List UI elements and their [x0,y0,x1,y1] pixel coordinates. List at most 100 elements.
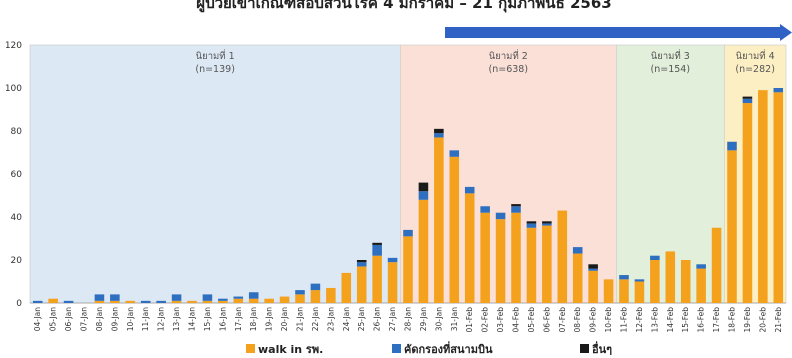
bar-walkin-01-Feb [464,193,475,303]
x-tick-label: 31-Jan [450,307,459,331]
x-tick-label: 14-Jan [188,307,197,331]
bar-walkin-14-Feb [665,251,676,303]
legend-label-screening: คัดกรองที่สนามบิน [404,341,493,356]
x-tick-label: 11-Jan [141,307,150,331]
x-tick-label: 16-Feb [697,307,706,333]
legend-label-other: อื่นๆ [592,341,613,356]
y-tick-label: 0 [16,299,22,309]
bar-other-06-Feb [542,221,552,224]
bar-walkin-13-Jan [171,300,182,303]
bar-screening-13-Jan [171,294,182,301]
x-tick-label: 19-Jan [265,307,274,331]
bar-screening-18-Jan [248,292,259,299]
x-tick-label: 24-Jan [342,307,351,331]
bar-screening-02-Feb [480,206,490,213]
legend-swatch-other [580,344,589,353]
y-tick-label: 40 [11,213,23,223]
x-tick-label: 21-Feb [774,307,783,333]
x-tick-label: 04-Jan [33,307,42,331]
period-count-3: (n=154) [651,64,691,75]
bar-screening-15-Jan [202,294,213,301]
x-tick-label: 20-Feb [758,307,767,333]
x-tick-label: 27-Jan [388,307,397,331]
bar-walkin-25-Jan [356,266,367,303]
bar-walkin-11-Feb [619,279,629,303]
x-tick-label: 28-Jan [404,307,413,331]
bar-screening-27-Jan [387,257,398,263]
bar-walkin-04-Feb [511,212,521,303]
bar-screening-22-Jan [310,283,321,291]
bar-screening-21-Feb [773,88,784,93]
bar-other-09-Feb [588,264,598,269]
legend-swatch-screening [392,344,401,353]
bar-walkin-08-Feb [572,253,583,303]
y-tick-label: 60 [11,170,23,180]
bar-other-05-Feb [526,221,537,224]
x-tick-label: 02-Feb [481,307,490,333]
bar-screening-17-Jan [233,296,244,299]
bar-other-29-Jan [418,182,429,192]
verify-banner: สคร / สปคม. เริ่ม verify case เอง [445,10,792,41]
bar-walkin-29-Jan [418,199,429,303]
bar-walkin-21-Jan [295,294,305,303]
bar-screening-26-Jan [372,244,382,256]
bar-screening-16-Feb [696,264,706,269]
bar-screening-06-Jan [63,300,74,303]
bar-walkin-15-Feb [680,260,691,303]
bar-walkin-19-Jan [264,298,274,303]
bar-walkin-18-Feb [727,150,737,303]
bar-screening-08-Jan [94,294,105,301]
x-tick-label: 04-Feb [512,307,521,333]
legend: walk in รพ. คัดกรองที่สนามบิน อื่นๆ [246,341,612,356]
x-tick-label: 15-Feb [681,307,690,333]
bar-walkin-24-Jan [341,272,352,303]
x-tick-label: 22-Jan [311,307,320,331]
bar-walkin-20-Feb [758,90,768,304]
x-tick-label: 08-Feb [573,307,582,333]
period-band-1 [29,44,401,304]
bar-walkin-28-Jan [403,236,413,303]
bar-walkin-08-Jan [94,300,105,303]
x-tick-label: 13-Feb [650,307,659,333]
bar-walkin-18-Jan [248,298,259,303]
x-tick-label: 08-Jan [95,307,104,331]
bar-walkin-03-Feb [495,219,506,303]
bar-screening-11-Feb [619,275,629,280]
bar-walkin-31-Jan [449,156,460,303]
period-label-4: นิยามที่ 4 [736,49,775,62]
bar-screening-16-Jan [218,298,228,301]
bar-screening-03-Feb [495,212,506,220]
bar-screening-25-Jan [356,262,367,267]
bar-walkin-17-Feb [711,227,722,303]
period-count-2: (n=638) [489,64,529,75]
bar-walkin-21-Feb [773,92,784,303]
y-tick-label: 20 [11,256,23,266]
period-count-4: (n=282) [735,64,775,75]
x-tick-label: 05-Jan [49,307,58,331]
bar-screening-08-Feb [572,247,583,254]
x-tick-label: 19-Feb [743,307,752,333]
bar-screening-09-Feb [588,268,598,271]
x-tick-label: 10-Jan [126,307,135,331]
x-tick-label: 17-Feb [712,307,721,333]
x-tick-label: 06-Feb [542,307,551,333]
x-tick-label: 12-Feb [635,307,644,333]
banner-label: สคร / สปคม. เริ่ม verify case เอง [468,10,611,23]
bar-screening-04-Feb [511,206,521,213]
banner-arrowhead [780,24,792,41]
x-tick-label: 11-Feb [620,307,629,333]
bar-walkin-13-Feb [650,260,660,303]
bars [32,88,784,304]
bar-screening-13-Feb [650,255,660,260]
x-tick-label: 23-Jan [326,307,335,331]
x-tick-label: 05-Feb [527,307,536,333]
bar-walkin-15-Jan [202,300,213,303]
bar-screening-31-Jan [449,150,460,157]
bar-screening-30-Jan [434,133,444,138]
x-tick-label: 17-Jan [234,307,243,331]
legend-label-walkin: walk in รพ. [258,343,323,356]
bar-screening-21-Jan [295,290,305,295]
x-tick-label: 06-Jan [64,307,73,331]
y-tick-label: 100 [5,84,22,94]
